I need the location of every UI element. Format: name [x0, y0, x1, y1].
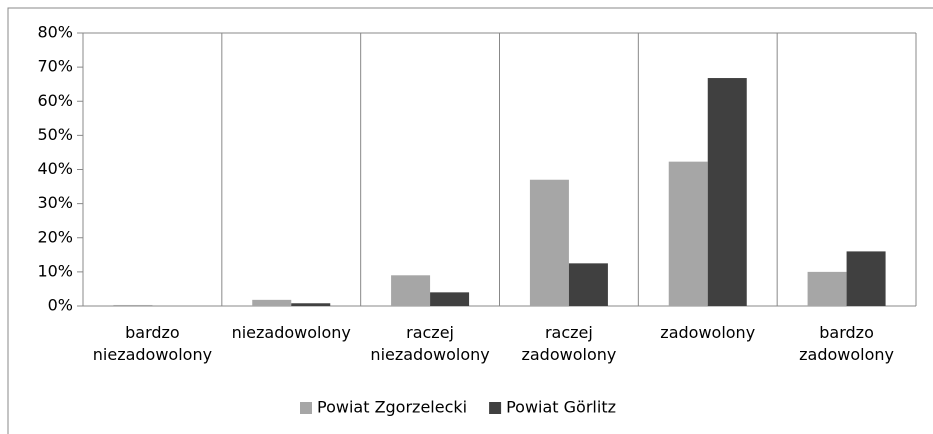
y-tick-label: 0% — [48, 296, 73, 315]
bar — [807, 271, 847, 306]
y-tick-label: 40% — [37, 159, 73, 178]
y-tick-label: 30% — [37, 193, 73, 212]
x-tick-label: niezadowolony — [231, 323, 351, 342]
frame — [7, 7, 933, 434]
x-tick-label: raczej zadowolony — [521, 323, 617, 364]
bar — [568, 263, 608, 306]
bar — [113, 304, 153, 306]
bar — [668, 161, 708, 306]
bar — [430, 292, 470, 306]
bar — [291, 303, 331, 306]
bar — [846, 251, 886, 306]
x-tick-label: bardzo zadowolony — [799, 323, 894, 364]
x-tick-label: raczej niezadowolony — [370, 323, 490, 364]
bar — [252, 299, 292, 306]
y-tick-label: 70% — [37, 57, 73, 76]
y-tick-label: 50% — [37, 125, 73, 144]
y-tick-label: 60% — [37, 91, 73, 110]
legend-label: Powiat Zgorzelecki — [317, 398, 467, 417]
y-tick-label: 80% — [37, 23, 73, 42]
bar — [529, 179, 569, 306]
y-tick-label: 10% — [37, 261, 73, 280]
legend-label: Powiat Görlitz — [506, 398, 616, 417]
x-tick-label: bardzo niezadowolony — [92, 323, 213, 364]
legend-swatch — [489, 402, 502, 414]
legend-swatch — [300, 402, 312, 414]
bar — [707, 78, 747, 306]
x-tick-label: zadowolony — [660, 323, 756, 342]
y-tick-label: 20% — [37, 227, 73, 246]
bar — [391, 275, 431, 306]
